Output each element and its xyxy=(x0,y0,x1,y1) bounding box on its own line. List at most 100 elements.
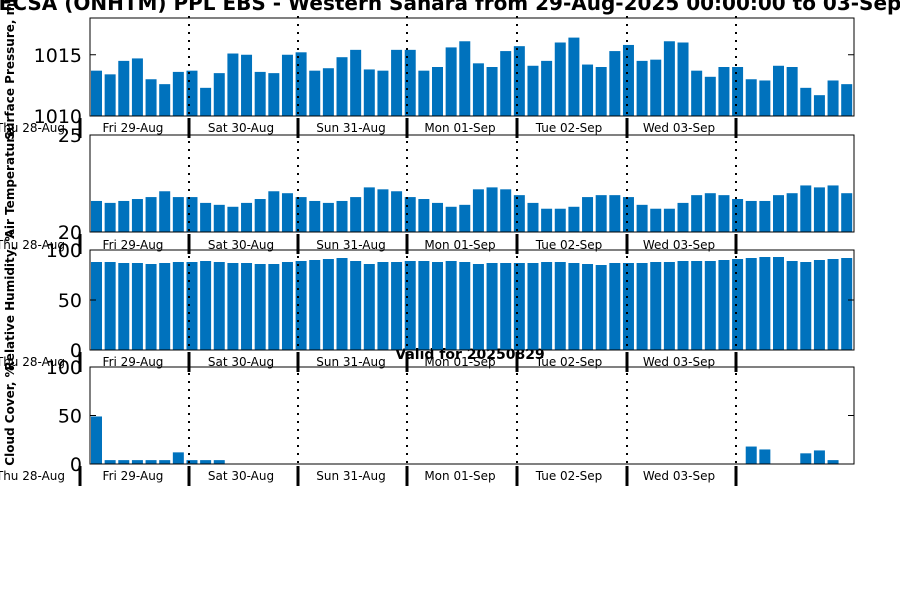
bar xyxy=(827,80,839,116)
bar xyxy=(186,460,198,464)
bar xyxy=(213,460,225,464)
bar xyxy=(554,42,566,116)
bar xyxy=(241,202,253,232)
bar xyxy=(745,446,757,464)
bar xyxy=(377,262,389,350)
bar xyxy=(786,67,798,116)
bar xyxy=(254,264,266,350)
bar xyxy=(254,199,266,232)
bar xyxy=(486,187,498,232)
y-axis-label: Air Temperature xyxy=(3,129,17,239)
bar xyxy=(172,71,184,116)
bar xyxy=(541,208,553,232)
bar xyxy=(418,70,430,116)
bar xyxy=(186,262,198,350)
bar xyxy=(663,41,675,116)
bar xyxy=(732,67,744,116)
bar xyxy=(472,264,484,350)
bar xyxy=(595,195,607,232)
bar xyxy=(309,260,321,350)
bar xyxy=(527,202,539,232)
bar xyxy=(432,202,443,232)
bar xyxy=(131,58,143,116)
bar xyxy=(568,263,580,350)
day-label: Tue 02-Sep xyxy=(535,121,603,135)
bar xyxy=(773,65,784,116)
day-label: Thu 28-Aug xyxy=(0,238,65,252)
bar xyxy=(281,262,293,350)
bar xyxy=(241,54,253,116)
bar xyxy=(677,261,689,350)
bar xyxy=(159,460,171,464)
bar xyxy=(486,67,498,116)
bar xyxy=(609,51,621,116)
bar xyxy=(800,185,812,232)
bar xyxy=(91,70,102,116)
day-label: Mon 01-Sep xyxy=(424,355,495,369)
bar xyxy=(131,460,143,464)
bar xyxy=(418,261,430,350)
bar xyxy=(322,259,334,350)
bar xyxy=(118,263,130,350)
bar xyxy=(472,63,484,116)
bar xyxy=(718,260,730,350)
bar xyxy=(363,187,375,232)
day-label: Thu 28-Aug xyxy=(0,469,65,483)
bar xyxy=(472,189,484,232)
bar xyxy=(800,453,812,464)
bar xyxy=(145,197,157,232)
bar xyxy=(568,206,580,232)
day-label: Tue 02-Sep xyxy=(535,469,603,483)
chart-title: ECSA (ONHTM) PPL EBS - Western Sahara fr… xyxy=(0,0,900,15)
bar xyxy=(786,193,798,232)
y-tick-label: 20 xyxy=(58,222,82,244)
day-label: Sat 30-Aug xyxy=(208,238,274,252)
day-label: Fri 29-Aug xyxy=(103,238,164,252)
bar xyxy=(227,206,239,232)
bar xyxy=(172,262,184,350)
bar xyxy=(650,262,662,350)
bar xyxy=(295,197,307,232)
bar xyxy=(295,52,307,116)
bar xyxy=(131,199,143,232)
plot-frame xyxy=(89,17,855,117)
bar xyxy=(827,259,839,350)
bar xyxy=(813,95,825,116)
bar xyxy=(200,460,212,464)
bar xyxy=(391,262,403,350)
bar xyxy=(773,257,784,350)
bar xyxy=(582,64,594,116)
bar xyxy=(432,262,443,350)
bar xyxy=(404,197,416,232)
bar xyxy=(391,191,403,232)
bar xyxy=(363,264,375,350)
bar xyxy=(636,60,648,117)
bar xyxy=(500,189,512,232)
bar xyxy=(336,57,348,116)
day-label: Thu 28-Aug xyxy=(0,355,65,369)
bar xyxy=(309,70,321,116)
bar xyxy=(322,202,334,232)
bar xyxy=(663,262,675,350)
day-label: Sun 31-Aug xyxy=(316,469,385,483)
bar xyxy=(131,263,143,350)
bar xyxy=(541,262,553,350)
bar xyxy=(513,46,525,116)
y-axis-label: Surface Pressure, mb xyxy=(3,0,17,140)
bar xyxy=(691,261,703,350)
bar xyxy=(322,68,334,116)
day-label: Sun 31-Aug xyxy=(316,355,385,369)
bar xyxy=(91,262,102,350)
day-label: Tue 02-Sep xyxy=(535,355,603,369)
bar xyxy=(227,53,239,116)
bar xyxy=(622,263,634,350)
y-tick-label: 100 xyxy=(46,240,82,262)
day-label: Mon 01-Sep xyxy=(424,121,495,135)
day-label: Sat 30-Aug xyxy=(208,121,274,135)
day-label: Mon 01-Sep xyxy=(424,238,495,252)
bar xyxy=(841,84,853,116)
bar xyxy=(241,263,253,350)
bar xyxy=(704,76,716,116)
